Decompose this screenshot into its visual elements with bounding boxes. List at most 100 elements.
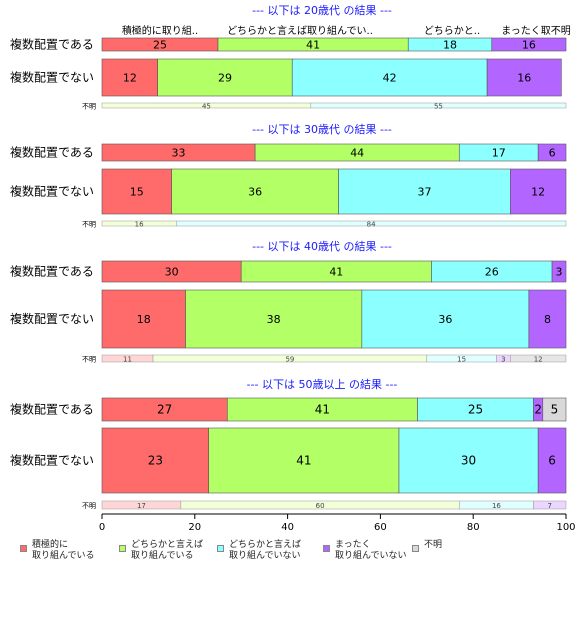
unknown-value-3-3: 7 — [548, 502, 552, 510]
bar-value-3-1-3: 6 — [548, 454, 556, 468]
bar-value-3-1-1: 41 — [296, 454, 311, 468]
legend: 積極的に 取り組んでいる どちらかと言えば 取り組んでいる どちらかと言えば 取… — [14, 540, 580, 580]
stacked-bar-chart: 積極的に取り組.. どちらかと言えば取り組んでい.. どちらかと.. まったく取不明 -… — [10, 3, 576, 533]
x-tick-label-5: 100 — [556, 522, 575, 533]
header-label-2: どちらかと.. — [424, 25, 480, 37]
legend-label-4: 不明 — [424, 540, 443, 550]
bar-value-1-1-2: 37 — [417, 186, 431, 199]
bar-value-1-0-0: 33 — [172, 147, 186, 160]
bar-0-1-3 — [486, 58, 562, 97]
bar-0-1-0 — [101, 58, 158, 97]
group-title-3: --- 以下は 50歳以上 の結果 --- — [247, 377, 398, 391]
bar-value-0-0-1: 41 — [306, 39, 320, 52]
unknown-label-2: 不明 — [82, 356, 96, 364]
unknown-value-0-2: 55 — [434, 103, 443, 111]
bar-value-3-0-3: 2 — [534, 403, 542, 417]
unknown-value-2-0: 11 — [123, 356, 132, 364]
bar-0-0-3 — [491, 37, 567, 52]
legend-swatch-2 — [217, 545, 224, 552]
legend-swatch-4 — [412, 545, 419, 552]
bar-value-2-1-1: 38 — [267, 313, 281, 326]
bar-2-1-2 — [361, 289, 530, 349]
bar-3-1-0 — [101, 427, 210, 494]
legend-label-1: どちらかと言えば 取り組んでいる — [131, 540, 204, 561]
bar-value-3-1-2: 30 — [461, 454, 476, 468]
unknown-bar-2-4 — [510, 354, 567, 363]
bar-value-1-1-3: 12 — [531, 186, 545, 199]
bar-value-1-0-1: 44 — [350, 147, 364, 160]
bar-value-3-0-0: 27 — [157, 403, 172, 417]
header-label-0: 積極的に取り組.. — [122, 24, 198, 37]
bar-value-2-0-0: 30 — [165, 266, 179, 279]
unknown-value-1-1: 16 — [135, 221, 144, 229]
bar-value-0-0-2: 18 — [443, 39, 457, 52]
bar-1-1-0 — [101, 168, 172, 215]
unknown-value-3-0: 17 — [137, 502, 146, 510]
bar-value-0-0-0: 25 — [153, 39, 167, 52]
unknown-value-2-3: 3 — [501, 356, 505, 364]
bar-3-1-2 — [398, 427, 539, 494]
legend-swatch-3 — [323, 545, 330, 552]
unknown-value-3-2: 16 — [492, 502, 501, 510]
bar-2-1-1 — [185, 289, 363, 349]
x-tick-label-3: 60 — [374, 522, 387, 533]
legend-swatch-1 — [119, 545, 126, 552]
row-label-2-1: 複数配置でない — [10, 311, 94, 326]
bar-1-1-2 — [338, 168, 511, 215]
x-tick-label-1: 20 — [188, 522, 201, 533]
bar-value-2-1-3: 8 — [544, 313, 551, 326]
bar-2-1-0 — [101, 289, 186, 349]
bar-value-0-1-0: 12 — [123, 72, 137, 85]
row-label-0-0: 複数配置である — [10, 37, 94, 52]
row-label-3-0: 複数配置である — [10, 402, 94, 417]
x-tick-label-4: 80 — [467, 522, 480, 533]
group-title-1: --- 以下は 30歳代 の結果 --- — [252, 122, 392, 136]
legend-label-3: まったく 取り組んでいない — [335, 540, 407, 561]
bar-0-1-2 — [291, 58, 488, 97]
row-label-1-1: 複数配置でない — [10, 184, 94, 199]
legend-label-0: 積極的に 取り組んでいる — [32, 540, 95, 561]
header-label-3: まったく取不明 — [501, 25, 571, 37]
bar-3-1-3 — [537, 427, 567, 494]
unknown-value-0-1: 45 — [202, 103, 211, 111]
bar-1-1-1 — [171, 168, 339, 215]
header-label-1: どちらかと言えば取り組んでい.. — [227, 24, 373, 37]
bar-value-3-1-0: 23 — [148, 454, 163, 468]
legend-label-2: どちらかと言えば 取り組んでいない — [229, 540, 302, 561]
bar-value-2-1-0: 18 — [137, 313, 151, 326]
bar-value-2-0-2: 26 — [485, 266, 499, 279]
unknown-label-3: 不明 — [82, 502, 96, 510]
unknown-value-2-1: 59 — [285, 356, 294, 364]
bar-2-1-3 — [528, 289, 567, 349]
bar-value-0-0-3: 16 — [522, 39, 536, 52]
unknown-bar-3-3 — [533, 500, 567, 510]
legend-swatch-0 — [20, 545, 27, 552]
bar-value-1-1-0: 15 — [130, 186, 144, 199]
row-label-0-1: 複数配置でない — [10, 70, 94, 85]
unknown-label-1: 不明 — [82, 221, 96, 229]
unknown-bar-1-2 — [175, 220, 567, 227]
unknown-label-0: 不明 — [82, 103, 96, 111]
bar-1-1-3 — [510, 168, 567, 215]
bar-value-0-1-1: 29 — [218, 72, 232, 85]
bar-3-0-4 — [542, 397, 567, 422]
bar-value-3-0-2: 25 — [468, 403, 483, 417]
group-title-2: --- 以下は 40歳代 の結果 --- — [252, 239, 392, 253]
row-label-1-0: 複数配置である — [10, 145, 94, 160]
bar-value-2-0-3: 3 — [556, 266, 563, 279]
bar-value-3-0-1: 41 — [315, 403, 330, 417]
bar-value-0-1-3: 16 — [517, 72, 531, 85]
bar-value-3-0-4: 5 — [551, 403, 559, 417]
bar-2-0-3 — [551, 260, 567, 283]
unknown-value-3-1: 60 — [316, 502, 325, 510]
unknown-value-2-4: 12 — [534, 356, 543, 364]
bar-value-1-0-2: 17 — [492, 147, 506, 160]
unknown-value-1-2: 84 — [367, 221, 376, 229]
x-tick-label-2: 40 — [281, 522, 294, 533]
bar-3-1-1 — [208, 427, 400, 494]
bar-value-0-1-2: 42 — [383, 72, 397, 85]
row-label-3-1: 複数配置でない — [10, 453, 94, 468]
bar-value-1-1-1: 36 — [248, 186, 262, 199]
bar-value-1-0-3: 6 — [549, 147, 556, 160]
bar-1-0-3 — [537, 143, 567, 162]
